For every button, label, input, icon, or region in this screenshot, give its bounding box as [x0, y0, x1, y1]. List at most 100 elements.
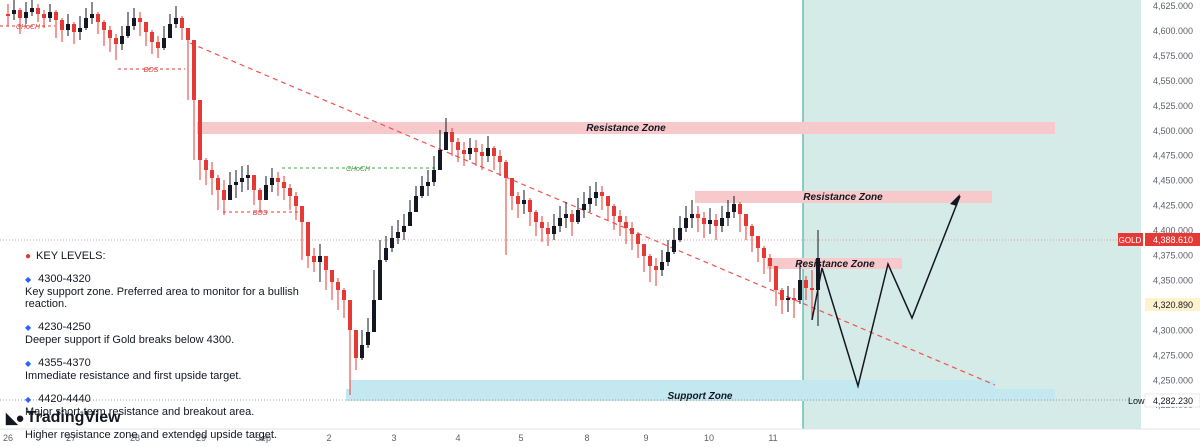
diamond-icon: ◆ [25, 275, 32, 284]
time-tick-label: 8 [584, 433, 589, 443]
price-tick-label: 4,250.000 [1153, 375, 1193, 385]
candle-body [114, 38, 118, 44]
low-price-tag [1144, 393, 1200, 408]
candle-body [348, 300, 352, 330]
candle-body [492, 148, 496, 156]
current-price-tag [1145, 233, 1200, 246]
symbol-tag-label: GOLD [1119, 236, 1142, 245]
price-tick-label: 4,350.000 [1153, 275, 1193, 285]
structure-label: CHoCH [346, 166, 371, 173]
candle-body [126, 26, 130, 36]
candle-body [606, 196, 610, 206]
candle-body [108, 30, 112, 38]
candle-body [312, 256, 316, 262]
candle-body [210, 170, 214, 178]
candle-body [330, 270, 334, 282]
time-tick-label: 28 [130, 433, 140, 443]
candle-body [42, 14, 46, 18]
pin-icon: ● [25, 251, 32, 262]
candle-body [444, 132, 448, 150]
candle-body [270, 178, 274, 185]
price-tick-label: 4,425.000 [1153, 201, 1193, 211]
resistance-zone-low [767, 258, 902, 269]
candle-body [648, 256, 652, 266]
candle-body [372, 300, 376, 332]
candle-body [546, 228, 550, 234]
candle-body [408, 212, 412, 226]
candle-body [468, 148, 472, 154]
candle-body [66, 24, 70, 30]
candle-body [228, 185, 232, 200]
candle-body [426, 182, 430, 186]
level-item: Higher resistance zone and extended upsi… [25, 429, 277, 441]
candle-body [480, 152, 484, 156]
candle-body [564, 214, 568, 218]
diamond-icon: ◆ [25, 395, 32, 404]
candle-body [390, 238, 394, 248]
candle-body [744, 214, 748, 226]
candle-body [360, 345, 364, 358]
candle-body [522, 200, 526, 204]
candle-body [258, 190, 262, 200]
time-tick-label: 5 [518, 433, 523, 443]
candle-body [588, 198, 592, 204]
time-tick-label: 9 [643, 433, 648, 443]
candle-body [354, 330, 358, 358]
candle-body [198, 100, 202, 160]
candle-body [246, 175, 250, 178]
candle-body [396, 232, 400, 238]
tradingview-logo[interactable]: ◣● TradingView [6, 409, 121, 427]
candle-body [420, 186, 424, 196]
candle-body [768, 258, 772, 266]
candle-body [696, 214, 700, 218]
candles [6, 0, 820, 395]
candle-body [804, 280, 808, 288]
candle-body [750, 226, 754, 236]
time-tick-label: 2 [326, 433, 331, 443]
candle-body [612, 206, 616, 216]
current-price-label: 4,388.610 [1153, 235, 1193, 245]
time-tick-label: 3 [391, 433, 396, 443]
candle-body [708, 220, 712, 224]
resistance-zone-top [197, 122, 1055, 134]
candle-body [636, 234, 640, 244]
candle-body [774, 266, 778, 290]
time-tick-label: Sep [255, 433, 271, 443]
candle-body [720, 218, 724, 226]
candle-body [414, 196, 418, 212]
time-tick-label: 27 [66, 433, 76, 443]
price-tick-label: 4,550.000 [1153, 76, 1193, 86]
candle-body [504, 162, 508, 178]
candle-body [318, 256, 322, 262]
candle-body [366, 332, 370, 345]
candle-body [72, 24, 76, 32]
price-tick-label: 4,400.000 [1153, 226, 1193, 236]
projection-area [803, 0, 1141, 429]
candle-body [618, 216, 622, 222]
candle-body [438, 150, 442, 170]
price-tick-label: 4,625.000 [1153, 1, 1193, 11]
candle-body [558, 218, 562, 226]
candle-body [678, 228, 682, 240]
candle-body [702, 218, 706, 224]
candle-body [192, 40, 196, 100]
candle-body [582, 204, 586, 210]
level-item: ◆ 4230-4250 Deeper support if Gold breaks… [25, 321, 235, 346]
candle-body [30, 8, 34, 12]
candle-body [456, 142, 460, 150]
price-tick-label: 4,300.000 [1153, 325, 1193, 335]
support-zone-label: Support Zone [668, 391, 733, 402]
resistance-zone-mid-label: Resistance Zone [803, 192, 883, 203]
secondary-price-tag [1145, 298, 1200, 311]
candle-body [684, 218, 688, 228]
candle-body [84, 18, 88, 28]
candle-body [738, 204, 742, 214]
downtrend-line [189, 42, 996, 386]
candle-body [78, 28, 82, 32]
arrow-head-icon [950, 194, 960, 206]
candle-body [666, 252, 670, 262]
resistance-zone-top-label: Resistance Zone [586, 123, 666, 134]
candle-body [48, 12, 52, 18]
